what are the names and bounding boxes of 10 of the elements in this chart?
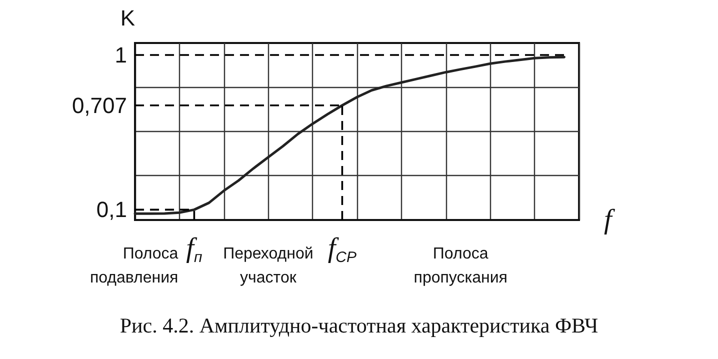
y-tick-label: 0,707 [72,92,127,118]
y-axis-title: K [120,6,136,30]
y-tick-label: 1 [114,42,127,68]
text: Рис. 4.2. Амплитудно-частотная характеристика ФВЧ [120,314,598,338]
x-axis-title: f [604,204,615,236]
y-tick-label: 0,1 [96,197,127,222]
text: Полоса подавления [90,246,178,286]
text: Полоса пропускания [414,246,508,286]
line-series [134,56,566,215]
text: Переходной участок [223,246,314,286]
